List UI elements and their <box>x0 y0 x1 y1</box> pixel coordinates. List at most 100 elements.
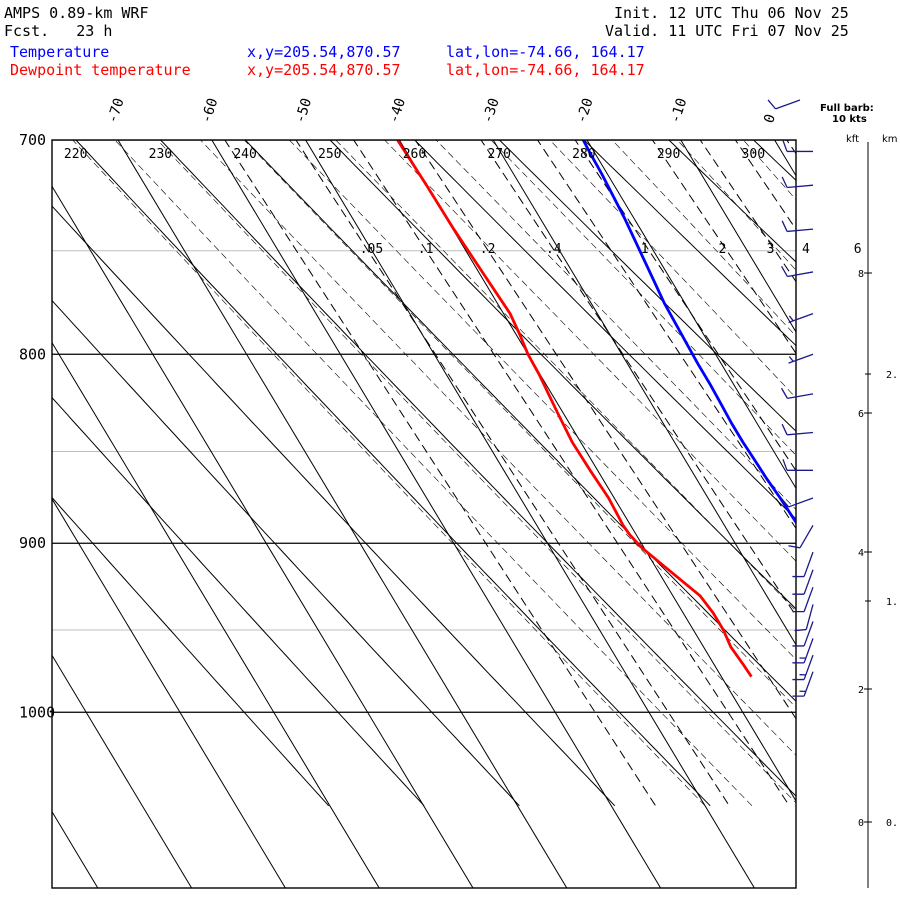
km-tick-label: 0. <box>886 818 898 829</box>
legend-temperature-latlon: lat,lon=-74.66, 164.17 <box>446 43 645 61</box>
moist-adiabat-line <box>200 140 796 756</box>
temperature-tick-label: -30 <box>480 96 503 125</box>
wind-barb-full <box>767 99 777 110</box>
wind-barb <box>780 387 814 400</box>
km-tick-label: 2. <box>886 370 898 381</box>
wind-barb <box>792 654 814 681</box>
wind-barb-staff <box>788 313 814 324</box>
wind-barb <box>782 140 813 153</box>
mixing-ratio-label: 4 <box>802 242 810 257</box>
wind-barb <box>782 459 813 471</box>
wind-barb <box>792 586 814 613</box>
moist-adiabat-line <box>490 140 796 456</box>
wind-barb-full <box>794 628 807 632</box>
mixing-ratio-line <box>480 140 796 617</box>
isotherm-line <box>398 140 796 802</box>
wind-barb-staff <box>805 604 814 630</box>
theta-label: 260 <box>403 147 426 162</box>
pressure-tick-label: 700 <box>19 131 46 149</box>
legend-temperature-name: Temperature <box>10 43 110 61</box>
wind-barb <box>792 638 814 664</box>
wind-barb <box>794 604 814 632</box>
dry-adiabat-line <box>668 140 796 263</box>
isotherm-line <box>52 185 474 888</box>
wind-barb <box>792 671 814 697</box>
wind-barb <box>781 176 814 189</box>
wind-barb-staff <box>787 393 814 400</box>
valid-label: Valid. <box>605 22 660 40</box>
wind-barb <box>767 99 801 110</box>
kft-tick-label: 0 <box>858 818 864 829</box>
valid-time: Valid. 11 UTC Fri 07 Nov 25 <box>605 22 849 40</box>
mixing-ratio-label: 6 <box>854 242 862 257</box>
isotherm-line <box>52 341 380 888</box>
moist-adiabat-line <box>156 140 796 804</box>
init-label: Init. <box>614 4 660 22</box>
theta-label: 280 <box>572 147 595 162</box>
wind-barb-half <box>788 315 794 322</box>
wind-barb-staff <box>787 431 814 436</box>
init-value: 12 UTC Thu 06 Nov 25 <box>668 4 849 22</box>
mixing-ratio-label: .2 <box>480 242 496 257</box>
wind-barb-full <box>781 220 788 232</box>
temperature-tick-label: 0 <box>761 112 779 125</box>
theta-label: 250 <box>318 147 341 162</box>
legend-dewpoint-name: Dewpoint temperature <box>10 61 191 79</box>
moist-adiabat-line <box>833 94 900 806</box>
barb-key-line2: 10 kts <box>832 114 867 125</box>
moist-adiabat-line <box>894 94 900 806</box>
kft-tick-label: 8 <box>858 269 864 280</box>
km-tick-label: 1. <box>886 597 898 608</box>
wind-barb-staff <box>803 621 814 647</box>
wind-barb <box>780 497 814 508</box>
isotherm-line <box>680 140 796 333</box>
wind-barb <box>788 353 814 364</box>
pressure-tick-label: 1000 <box>19 703 55 721</box>
isotherm-line <box>0 140 4 888</box>
theta-label: 300 <box>742 147 765 162</box>
init-time: Init. 12 UTC Thu 06 Nov 25 <box>614 4 849 22</box>
mixing-ratio-line <box>414 140 796 720</box>
wind-barb-staff <box>803 586 814 612</box>
temperature-tick-label: -20 <box>574 96 597 125</box>
forecast-label: Fcst. 23 h <box>4 22 112 40</box>
fcst-value: 23 h <box>76 22 113 40</box>
mixing-ratio-line <box>295 140 730 807</box>
wind-barb-staff <box>803 569 814 595</box>
wind-barb-staff <box>788 353 814 364</box>
temperature-tick-label: -50 <box>292 96 315 125</box>
wind-barb <box>792 551 814 578</box>
wind-barb-full <box>780 266 788 277</box>
wind-barb-staff <box>788 497 814 508</box>
mixing-ratio-line <box>734 140 796 231</box>
valid-value: 11 UTC Fri 07 Nov 25 <box>668 22 849 40</box>
temperature-tick-label: -40 <box>386 96 409 125</box>
kft-tick-label: 6 <box>858 409 864 420</box>
mixing-ratio-label: 3 <box>767 242 775 257</box>
mixing-ratio-label: .1 <box>418 242 434 257</box>
dry-adiabat-line <box>75 140 711 807</box>
wind-barb-full <box>780 387 788 399</box>
dry-adiabat-line <box>413 140 796 520</box>
wind-barb-half <box>788 356 794 362</box>
wind-barb-staff <box>803 551 814 577</box>
pressure-tick-label: 900 <box>19 534 46 552</box>
wind-barb-full <box>782 459 788 471</box>
kft-axis-label: kft <box>846 134 860 145</box>
moist-adiabat-line <box>114 140 753 807</box>
wind-barb-full <box>788 545 801 549</box>
theta-label: 270 <box>487 147 510 162</box>
temperature-tick-label: -70 <box>105 96 128 125</box>
isotherm-line <box>52 810 99 888</box>
wind-barb-full <box>782 140 788 152</box>
dry-adiabat-line <box>52 205 616 807</box>
wind-barb <box>792 569 814 595</box>
wind-barb <box>792 621 814 647</box>
kft-tick-label: 4 <box>858 548 864 559</box>
legend-dewpoint-latlon: lat,lon=-74.66, 164.17 <box>446 61 645 79</box>
isotherm-line <box>211 140 662 888</box>
wind-barb-full <box>781 423 788 436</box>
dry-adiabat-line <box>498 140 796 432</box>
wind-barb <box>788 524 814 549</box>
